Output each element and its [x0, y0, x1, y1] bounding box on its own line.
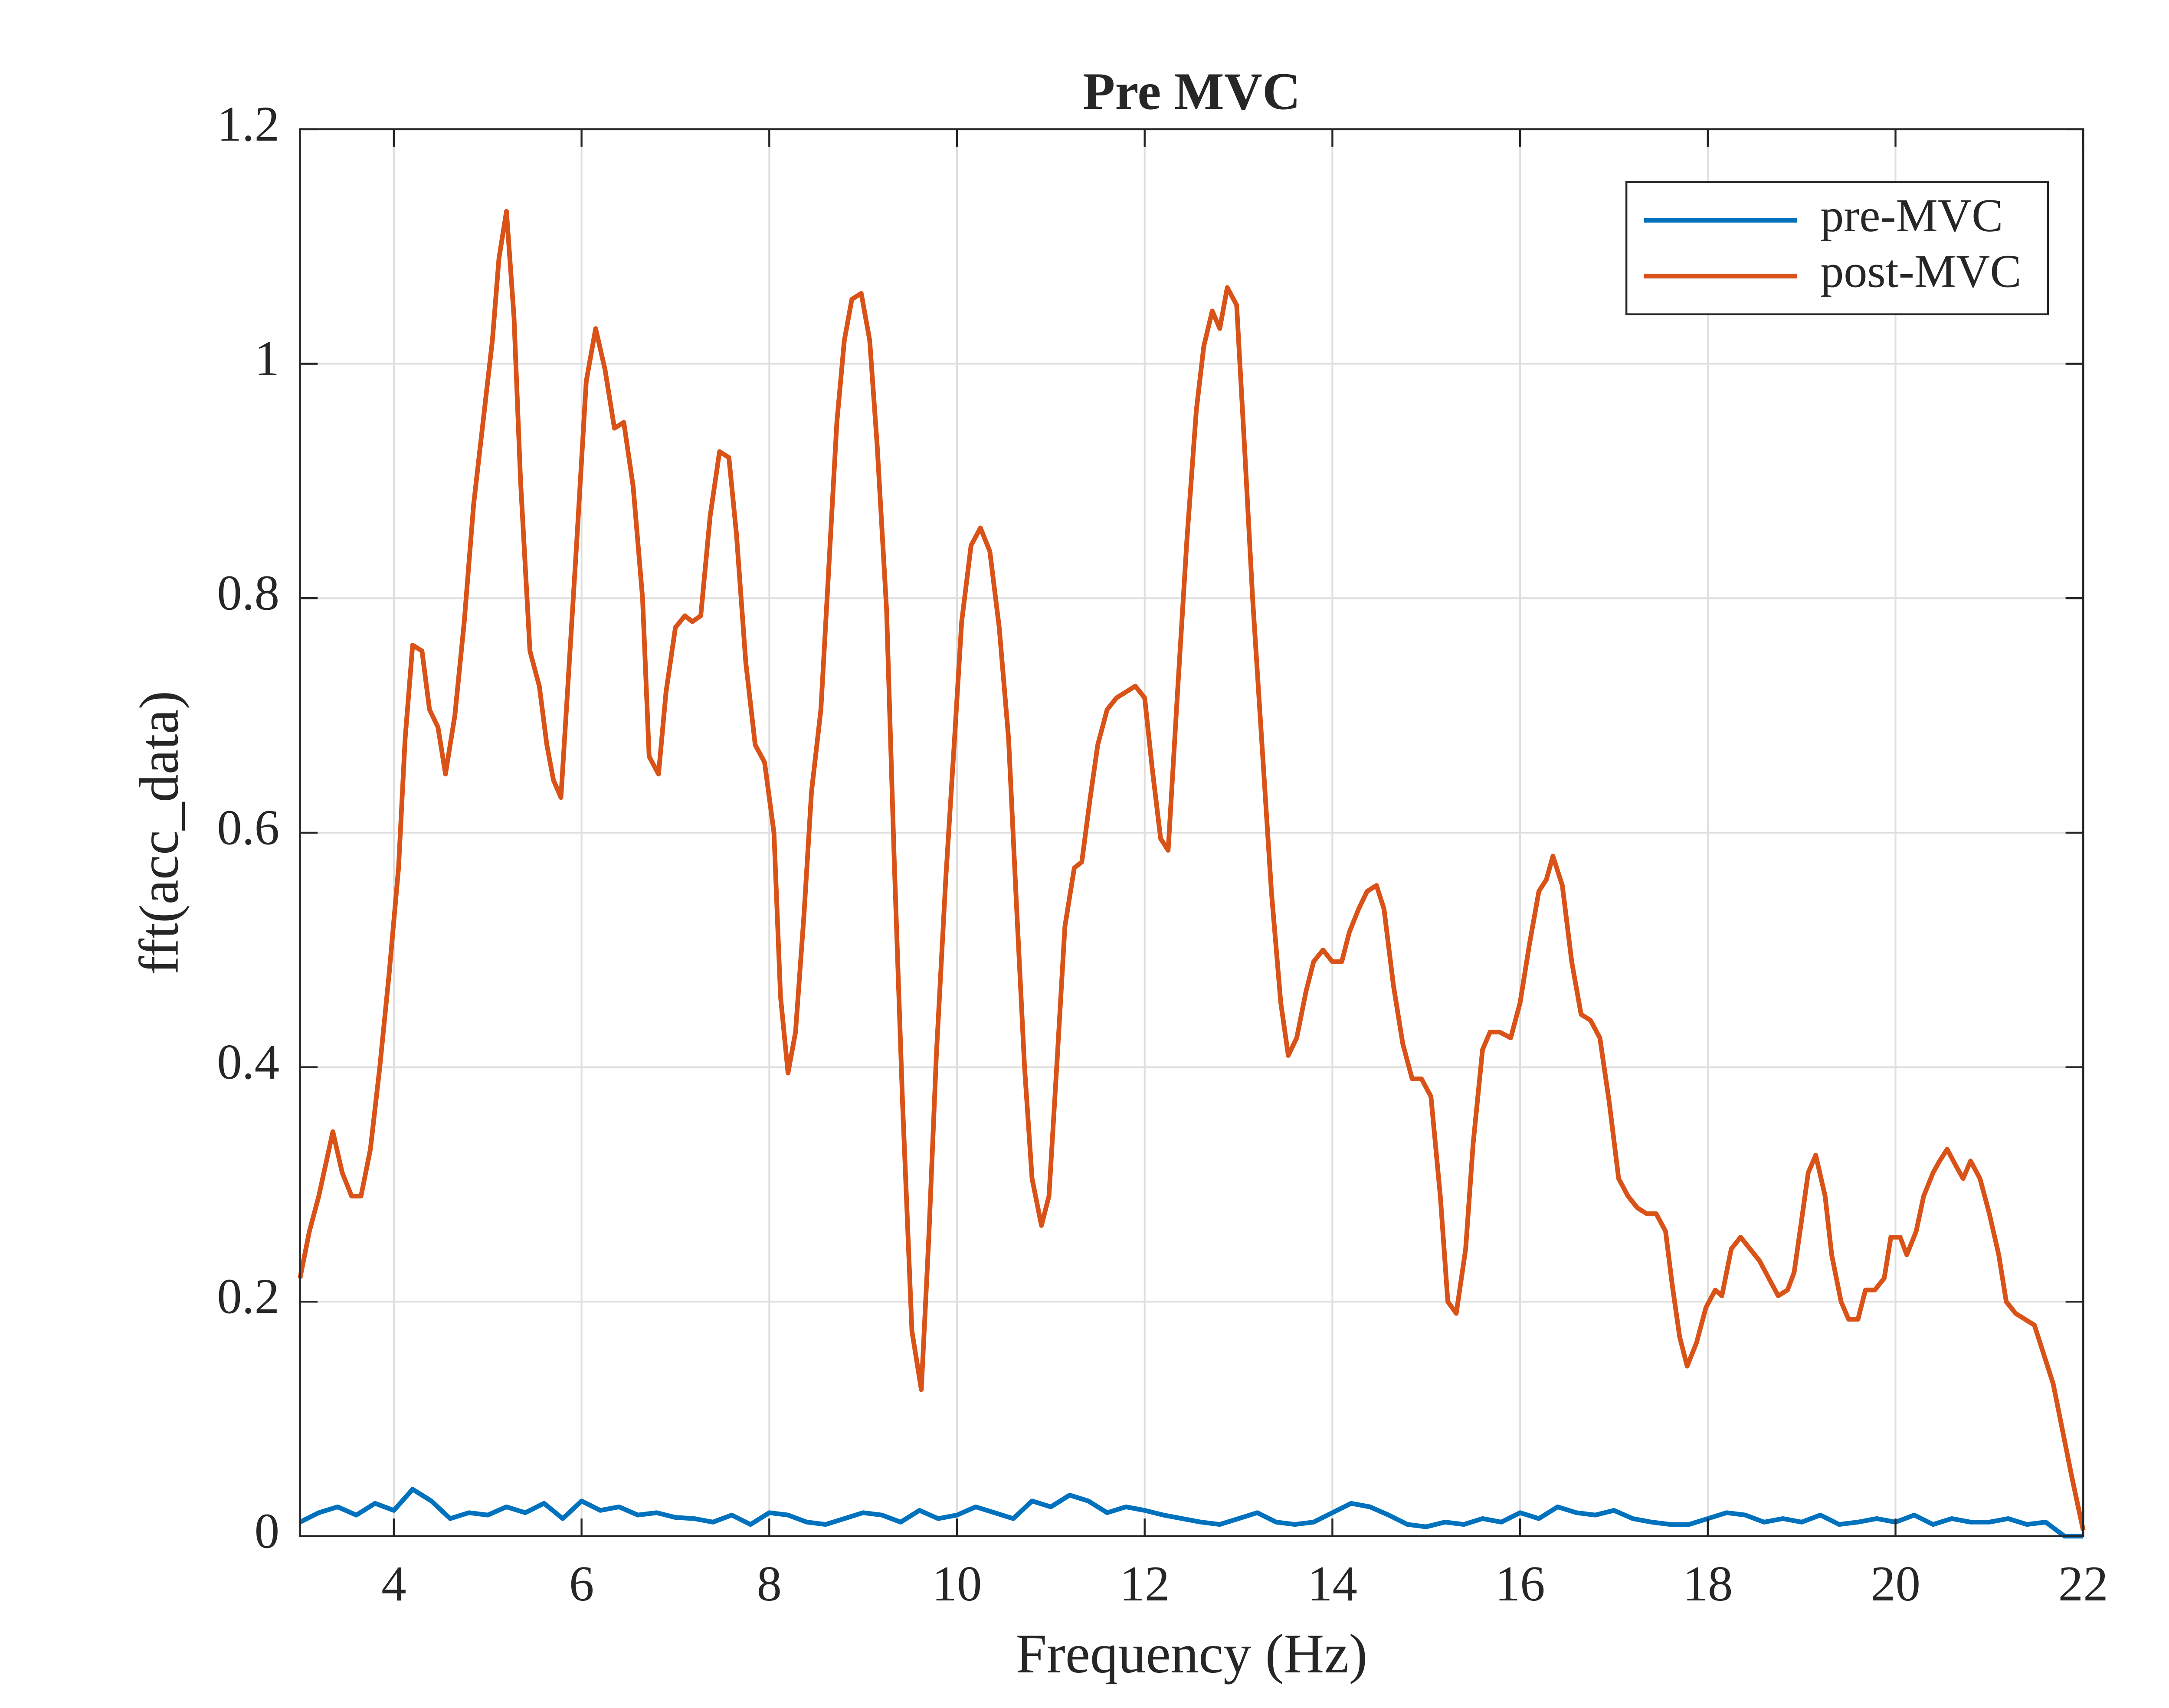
y-tick-label: 1 [255, 330, 280, 386]
lines [298, 209, 2086, 1539]
x-axis-label: Frequency (Hz) [1016, 1623, 1367, 1685]
y-tick-label: 0.2 [217, 1269, 279, 1324]
x-tick-label: 22 [2058, 1556, 2108, 1611]
x-tick-label: 18 [1683, 1556, 1733, 1611]
x-tick-label: 16 [1495, 1556, 1545, 1611]
x-tick-label: 8 [757, 1556, 782, 1611]
x-tick-label: 20 [1871, 1556, 1920, 1611]
y-tick-label: 1.2 [217, 96, 279, 151]
ticks: 4 6 8 10 12 14 16 18 20 22 0 0.2 0.4 0.6 0.8 1 1.2 [217, 96, 2108, 1611]
x-tick-label: 12 [1120, 1556, 1170, 1611]
y-tick-label: 0.6 [217, 799, 279, 855]
y-tick-label: 0 [255, 1503, 280, 1558]
series-line [299, 1487, 2084, 1539]
x-tick-label: 10 [932, 1556, 982, 1611]
x-tick-label: 6 [569, 1556, 594, 1611]
chart-title: Pre MVC [1083, 62, 1301, 121]
x-tick-label: 4 [381, 1556, 406, 1611]
x-tick-label: 14 [1307, 1556, 1357, 1611]
y-tick-label: 0.4 [217, 1034, 279, 1090]
legend-box [1625, 181, 2049, 315]
y-axis-label: fft(acc_data) [128, 691, 190, 975]
legend-label: post-MVC [1820, 245, 2022, 297]
legend-label: pre-MVC [1820, 190, 2003, 242]
y-tick-label: 0.8 [217, 565, 279, 621]
series-line [298, 209, 2086, 1531]
